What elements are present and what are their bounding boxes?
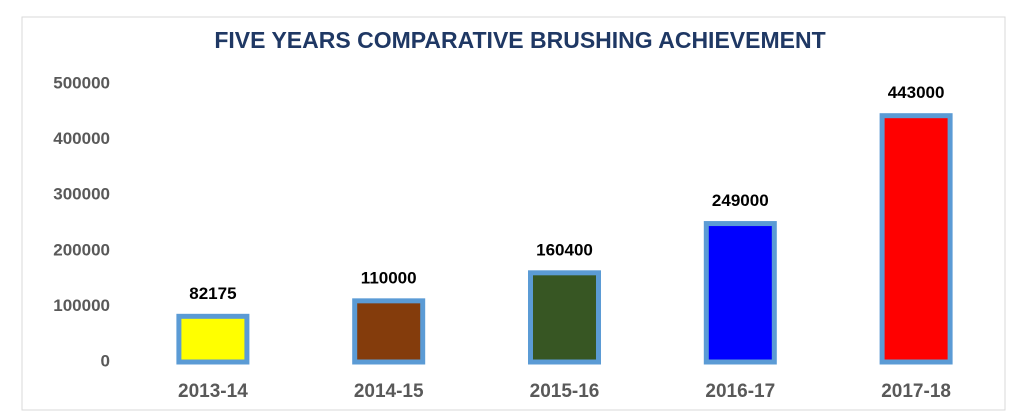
y-tick-label: 300000	[53, 185, 110, 204]
data-label: 110000	[361, 268, 417, 287]
x-tick-label: 2013-14	[178, 381, 248, 402]
y-tick-label: 0	[101, 351, 110, 370]
y-tick-label: 200000	[53, 240, 110, 259]
data-label: 249000	[712, 191, 769, 210]
x-tick-label: 2015-16	[530, 381, 600, 402]
chart-title: FIVE YEARS COMPARATIVE BRUSHING ACHIEVEM…	[214, 27, 825, 53]
x-tick-label: 2017-18	[881, 381, 951, 402]
x-tick-label: 2016-17	[705, 381, 775, 402]
bar	[879, 113, 953, 365]
data-label: 443000	[888, 83, 945, 102]
bar	[352, 298, 426, 365]
bar	[703, 221, 777, 365]
bar	[176, 313, 250, 365]
y-tick-label: 400000	[53, 129, 110, 148]
bar	[528, 270, 601, 365]
y-tick-label: 100000	[53, 296, 110, 315]
y-tick-label: 500000	[53, 73, 110, 92]
x-tick-label: 2014-15	[354, 381, 424, 402]
data-label: 82175	[189, 284, 236, 303]
data-label: 160400	[536, 240, 593, 259]
chart-frame	[21, 16, 1006, 411]
